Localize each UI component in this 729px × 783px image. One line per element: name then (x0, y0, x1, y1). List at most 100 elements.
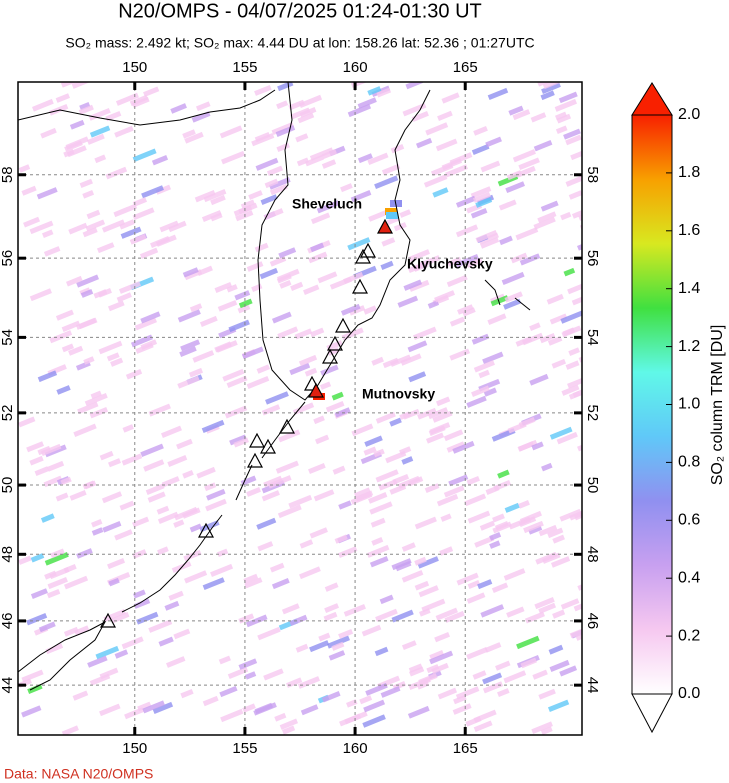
so2-pixel (192, 350, 215, 363)
so2-pixel (516, 635, 540, 650)
so2-pixel (338, 628, 354, 639)
so2-pixel (374, 646, 389, 657)
so2-pixel (125, 369, 143, 380)
so2-pixel (471, 385, 490, 397)
so2-pixel (548, 644, 564, 655)
so2-pixel (470, 186, 492, 199)
so2-pixel (503, 670, 527, 684)
so2-pixel (298, 94, 323, 109)
so2-pixel (161, 476, 180, 488)
so2-pixel (206, 488, 226, 501)
so2-pixel (506, 606, 525, 618)
so2-pixel (103, 608, 126, 622)
so2-pixel (308, 251, 328, 264)
so2-pixel (87, 655, 108, 668)
so2-pixel (86, 133, 105, 145)
so2-pixel (26, 441, 44, 453)
so2-pixel (40, 513, 55, 523)
data-source: Data: NASA N20/OMPS (4, 766, 153, 782)
so2-pixel (235, 210, 254, 222)
so2-pixel (89, 125, 111, 138)
so2-pixel (263, 475, 283, 488)
so2-pixel (114, 649, 129, 659)
x-tick-label: 160 (343, 740, 368, 757)
so2-pixel (116, 292, 132, 303)
so2-pixel (480, 237, 500, 249)
so2-pixel (261, 490, 280, 502)
so2-pixel (102, 219, 125, 233)
so2-pixel (201, 419, 225, 433)
so2-pixel (556, 431, 578, 445)
so2-pixel (367, 152, 389, 166)
so2-pixel (414, 556, 427, 566)
so2-pixel (83, 356, 95, 365)
so2-pixel (44, 551, 69, 566)
so2-pixel (189, 523, 202, 533)
so2-pixel (281, 603, 300, 615)
so2-pixel (411, 110, 429, 122)
so2-pixel (244, 577, 263, 589)
so2-pixel (368, 492, 388, 504)
so2-pixel (44, 444, 67, 458)
so2-pixel (40, 443, 62, 456)
so2-pixel (102, 520, 122, 533)
so2-pixel (310, 242, 325, 253)
so2-pixel (43, 475, 63, 488)
so2-pixel (477, 579, 493, 590)
so2-pixel (487, 313, 507, 325)
so2-pixel (134, 317, 157, 331)
so2-pixel (466, 395, 487, 408)
so2-pixel (166, 656, 186, 668)
so2-pixel (323, 611, 338, 622)
so2-pixel (389, 484, 407, 495)
colorbar-bottom-arrow (631, 693, 673, 734)
y-tick-label: 44 (0, 677, 16, 694)
so2-pixel (313, 415, 325, 425)
so2-pixel (279, 279, 292, 289)
so2-pixel (530, 112, 547, 123)
so2-pixel (560, 211, 572, 221)
so2-pixel (297, 676, 321, 689)
so2-pixel (241, 346, 264, 360)
so2-pixel (218, 655, 231, 665)
so2-pixel (560, 310, 582, 324)
so2-pixel (141, 185, 164, 199)
so2-pixel (136, 611, 159, 625)
so2-pixel (462, 307, 476, 317)
so2-pixel (42, 229, 54, 239)
so2-pixel (147, 491, 166, 503)
so2-pixel (254, 702, 274, 715)
so2-pixel (386, 212, 398, 219)
x-tick-label: 155 (232, 740, 257, 757)
so2-pixel (547, 527, 564, 539)
so2-pixel (338, 500, 352, 510)
y-tick-label: 44 (584, 677, 601, 694)
so2-pixel (549, 659, 570, 672)
so2-pixel (466, 257, 483, 268)
so2-pixel (428, 425, 446, 437)
so2-pixel (399, 411, 411, 420)
so2-pixel (361, 624, 382, 637)
volcano-marker (321, 348, 339, 364)
so2-pixel (473, 360, 495, 373)
so2-pixel (571, 205, 582, 219)
so2-pixel (217, 299, 238, 312)
so2-pixel (435, 138, 458, 152)
so2-pixel (132, 516, 150, 528)
so2-pixel (140, 311, 161, 324)
volcano-marker (99, 612, 117, 628)
so2-pixel (32, 98, 54, 112)
so2-pixel (452, 703, 472, 715)
so2-pixel (219, 685, 238, 698)
so2-pixel (531, 721, 553, 735)
so2-pixel (424, 483, 440, 494)
so2-pixel (199, 315, 218, 327)
so2-pixel (485, 485, 500, 495)
so2-pixel (261, 404, 281, 416)
so2-pixel (324, 603, 340, 613)
so2-pixel (60, 82, 76, 88)
so2-pixel (407, 705, 430, 719)
colorbar-tick-label: 0.6 (678, 512, 700, 529)
so2-pixel (489, 540, 501, 549)
so2-pixel (277, 326, 299, 339)
